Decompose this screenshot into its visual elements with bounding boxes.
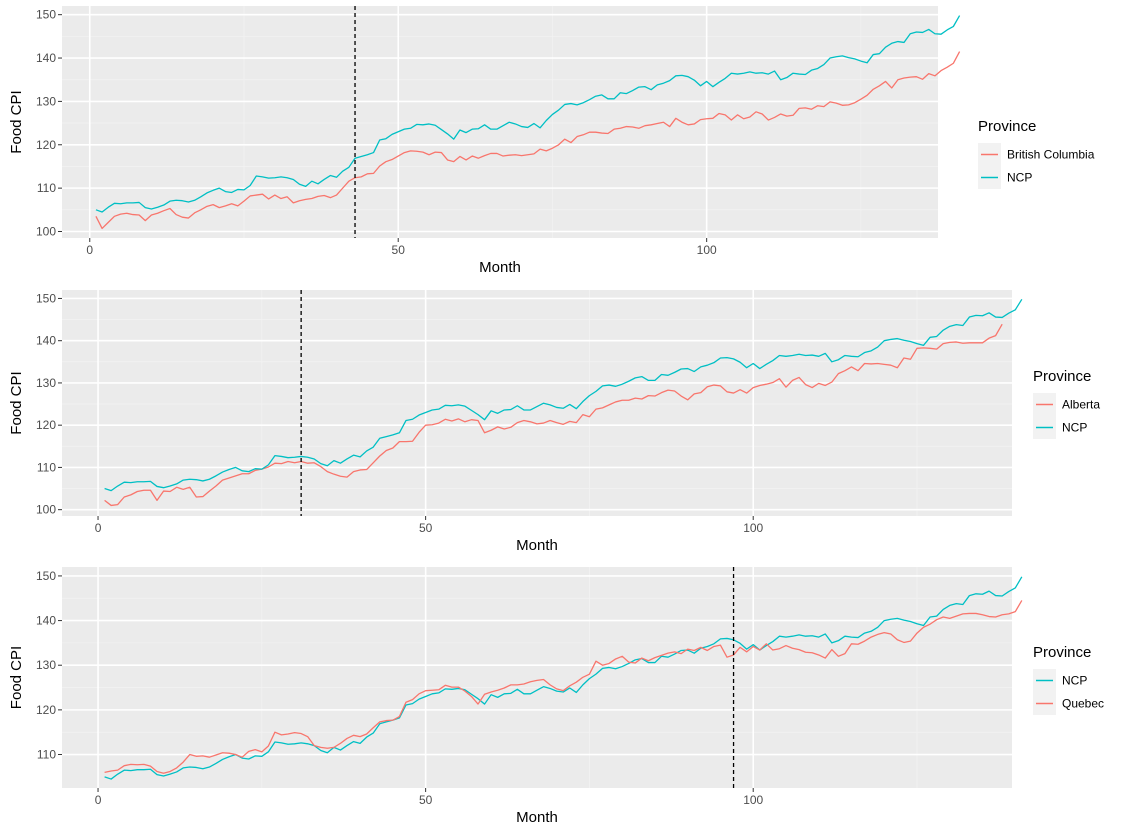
plot-panel-background [62, 567, 1012, 788]
y-tick-label: 130 [36, 658, 56, 672]
y-tick-label: 120 [36, 418, 56, 432]
y-tick-label: 140 [36, 51, 56, 65]
y-tick-label: 100 [36, 224, 56, 238]
series-line-british-columbia [95, 51, 961, 230]
x-tick-label: 100 [743, 521, 763, 535]
y-tick-label: 150 [36, 569, 56, 583]
y-tick-label: 100 [36, 503, 56, 517]
plot-panel-background [62, 6, 938, 238]
y-axis-title: Food CPI [8, 646, 25, 709]
x-axis-title: Month [479, 259, 521, 276]
legend-label: Alberta [1062, 398, 1100, 412]
y-tick-label: 130 [36, 94, 56, 108]
legend-label: NCP [1062, 421, 1087, 435]
y-tick-label: 110 [37, 460, 56, 474]
legend: Province Alberta NCP [1033, 368, 1100, 439]
series-line-ncp [104, 298, 1023, 492]
plot-panel-background [62, 290, 1012, 516]
y-tick-label: 150 [36, 291, 56, 305]
series-line-ncp [95, 15, 961, 213]
chart-panel-3: 0 50 100 110 120 130 140 150 Month Food CPI Provin… [8, 567, 1104, 826]
x-tick-label: 50 [419, 793, 433, 807]
y-tick-label: 110 [37, 748, 56, 762]
x-tick-label: 0 [95, 521, 102, 535]
x-tick-label: 100 [743, 793, 763, 807]
y-tick-label: 110 [37, 181, 56, 195]
y-axis-title: Food CPI [8, 90, 25, 153]
series-line-ncp [104, 576, 1023, 780]
x-tick-label: 0 [95, 793, 102, 807]
series-line-alberta [104, 323, 1003, 507]
y-axis-title: Food CPI [8, 371, 25, 434]
legend-label: Quebec [1062, 697, 1104, 711]
y-tick-label: 140 [36, 614, 56, 628]
chart-panel-1: 0 50 100 100 110 120 130 140 150 Month Food CPI Pro… [8, 6, 1095, 276]
y-tick-label: 140 [36, 334, 56, 348]
x-tick-label: 0 [86, 243, 93, 257]
legend-label: British Columbia [1007, 148, 1095, 162]
x-axis-title: Month [516, 809, 558, 826]
x-tick-label: 100 [697, 243, 717, 257]
x-tick-label: 50 [392, 243, 406, 257]
x-axis-title: Month [516, 537, 558, 554]
legend-label: NCP [1007, 171, 1032, 185]
x-tick-label: 50 [419, 521, 433, 535]
legend: Province NCP Quebec [1033, 644, 1104, 715]
y-tick-label: 150 [36, 8, 56, 22]
y-tick-label: 120 [36, 703, 56, 717]
chart-panel-2: 0 50 100 100 110 120 130 140 150 Month Food CPI Pro… [8, 290, 1100, 554]
y-tick-label: 120 [36, 138, 56, 152]
legend: Province British Columbia NCP [978, 118, 1095, 189]
legend-label: NCP [1062, 674, 1087, 688]
legend-title: Province [1033, 368, 1091, 385]
legend-title: Province [978, 118, 1036, 135]
legend-title: Province [1033, 644, 1091, 661]
series-line-quebec [104, 600, 1023, 774]
y-tick-label: 130 [36, 376, 56, 390]
